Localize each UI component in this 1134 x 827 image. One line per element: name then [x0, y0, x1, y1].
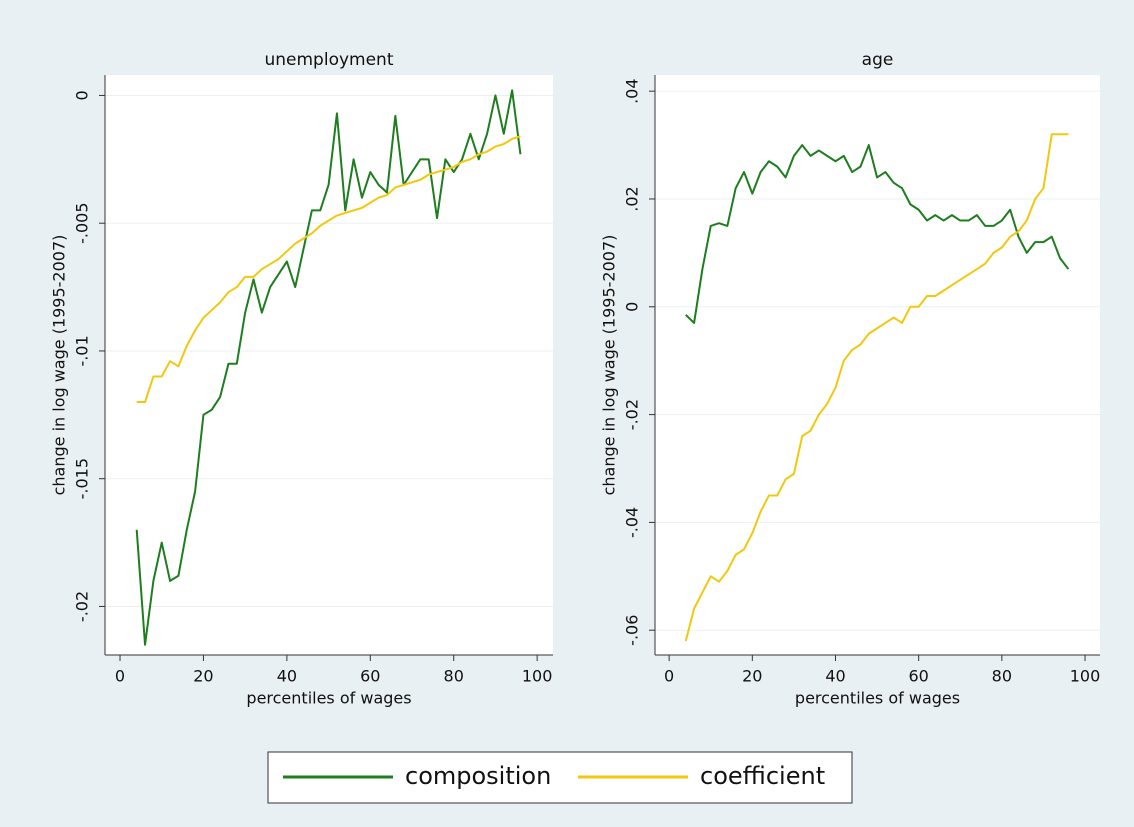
- y-tick-label: 0: [73, 90, 92, 100]
- legend-text: composition: [405, 762, 551, 790]
- x-axis-title: percentiles of wages: [246, 689, 411, 708]
- y-tick-label: -.04: [623, 507, 642, 538]
- x-tick-label: 40: [825, 667, 845, 686]
- plot-area: [655, 75, 1100, 655]
- series-line: [136, 135, 521, 404]
- y-tick-label: -.015: [73, 458, 92, 499]
- y-tick-label: -.06: [623, 615, 642, 646]
- x-axis-title: percentiles of wages: [795, 689, 960, 708]
- x-tick-label: 80: [992, 667, 1012, 686]
- x-tick-label: 0: [115, 667, 125, 686]
- series-line: [135, 89, 522, 646]
- x-tick-label: 40: [277, 667, 297, 686]
- chart-title: unemployment: [264, 50, 393, 70]
- chart-title: age: [862, 50, 894, 70]
- x-tick-label: 60: [360, 667, 380, 686]
- series-line: [684, 133, 1069, 642]
- x-tick-label: 0: [664, 667, 674, 686]
- x-tick-label: 100: [522, 667, 553, 686]
- y-tick-label: 0: [623, 302, 642, 312]
- plot-area: [105, 75, 553, 655]
- x-tick-label: 100: [1070, 667, 1101, 686]
- y-axis-title: change in log wage (1995-2007): [50, 235, 69, 496]
- x-tick-label: 20: [742, 667, 762, 686]
- y-tick-label: .04: [623, 78, 642, 103]
- y-tick-label: -.01: [73, 335, 92, 366]
- series-line: [685, 144, 1070, 324]
- y-tick-label: -.02: [623, 399, 642, 430]
- y-tick-label: -.005: [73, 202, 92, 243]
- x-tick-label: 80: [444, 667, 464, 686]
- y-tick-label: .02: [623, 186, 642, 211]
- y-axis-title: change in log wage (1995-2007): [600, 235, 619, 496]
- y-tick-label: -.02: [73, 591, 92, 622]
- x-tick-label: 20: [193, 667, 213, 686]
- x-tick-label: 60: [908, 667, 928, 686]
- legend-text: coefficient: [700, 762, 825, 790]
